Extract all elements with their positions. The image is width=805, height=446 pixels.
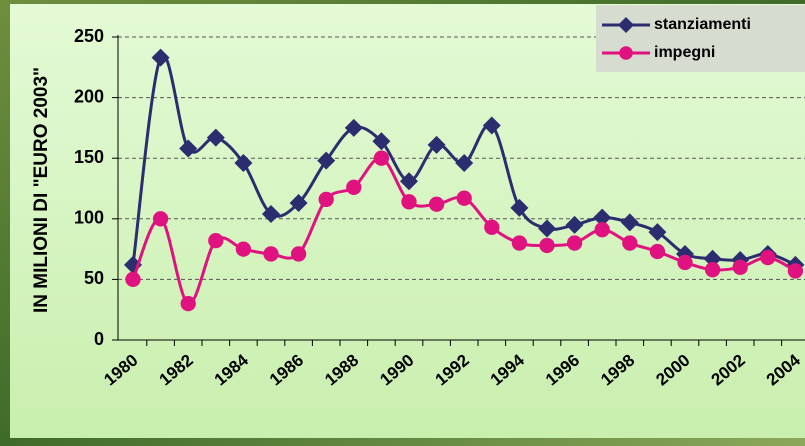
- y-tick-label: 0: [94, 329, 104, 349]
- y-tick-label: 150: [74, 147, 104, 167]
- legend-label: stanziamenti: [654, 16, 751, 33]
- y-tick-label: 100: [74, 208, 104, 228]
- marker: [429, 197, 444, 212]
- legend-label: impegni: [654, 44, 715, 61]
- marker: [125, 272, 140, 287]
- marker: [401, 194, 416, 209]
- marker: [539, 238, 554, 253]
- marker: [484, 220, 499, 235]
- marker: [236, 241, 251, 256]
- marker: [677, 255, 692, 270]
- marker: [291, 246, 306, 261]
- marker: [788, 263, 803, 278]
- marker: [595, 222, 610, 237]
- marker: [622, 235, 637, 250]
- marker: [346, 180, 361, 195]
- marker: [319, 192, 334, 207]
- marker: [705, 262, 720, 277]
- marker: [650, 244, 665, 259]
- marker: [153, 211, 168, 226]
- marker: [512, 235, 527, 250]
- y-axis-title: IN MILIONI DI "EURO 2003": [31, 67, 52, 313]
- marker: [208, 233, 223, 248]
- legend-box: [596, 5, 805, 72]
- chart: IN MILIONI DI "EURO 2003" 0 50 100 150 200 25…: [0, 0, 805, 446]
- marker: [181, 296, 196, 311]
- marker: [263, 246, 278, 261]
- marker: [567, 235, 582, 250]
- marker: [760, 250, 775, 265]
- y-tick-label: 200: [74, 86, 104, 106]
- y-tick-label: 50: [84, 268, 104, 288]
- marker: [619, 46, 633, 60]
- marker: [457, 191, 472, 206]
- y-tick-label: 250: [74, 26, 104, 46]
- marker: [733, 260, 748, 275]
- marker: [374, 151, 389, 166]
